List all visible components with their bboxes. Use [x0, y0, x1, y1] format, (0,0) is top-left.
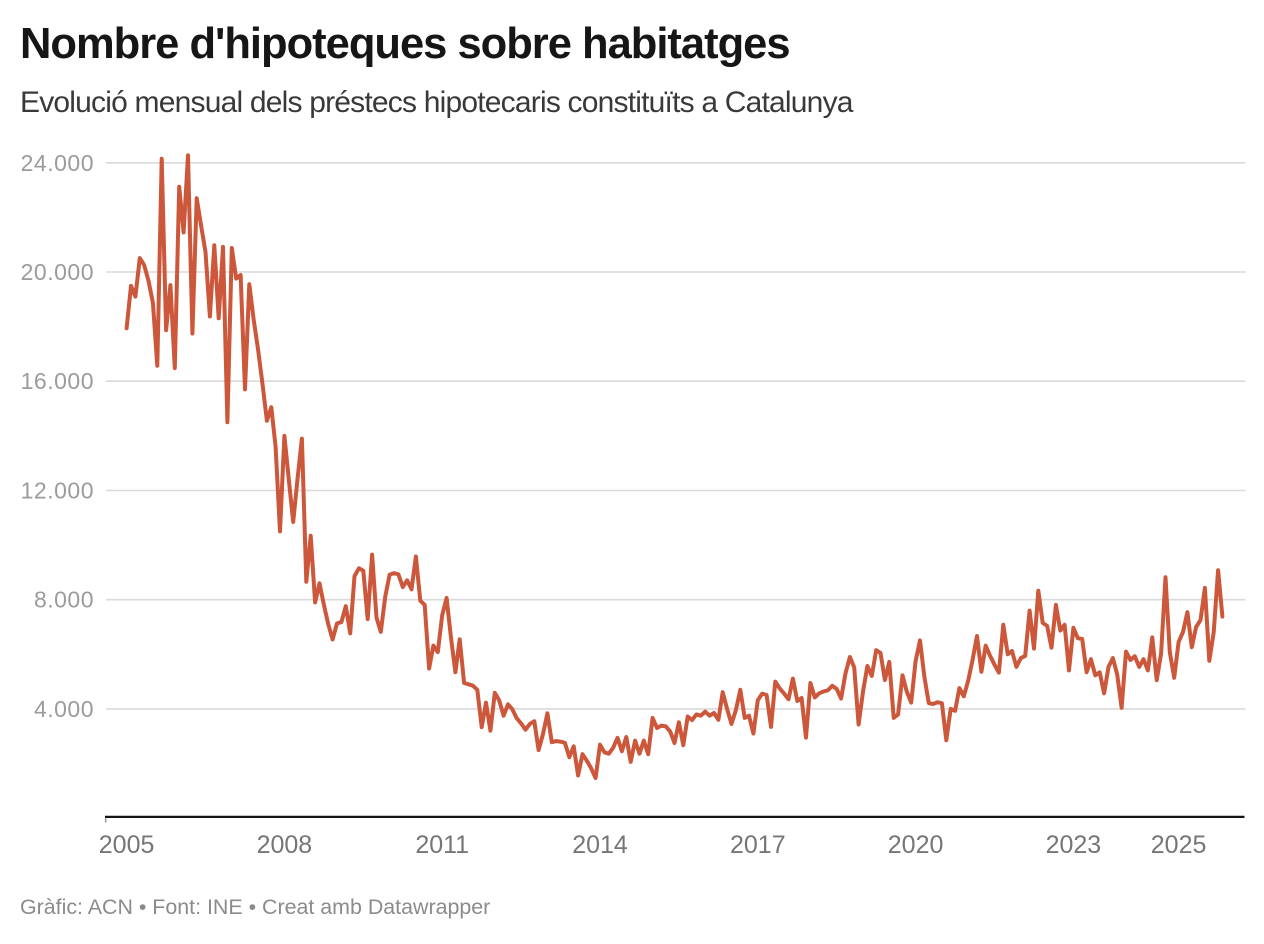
svg-text:2008: 2008 [257, 831, 313, 859]
svg-text:2014: 2014 [572, 831, 628, 859]
svg-text:24.000: 24.000 [21, 150, 94, 176]
svg-text:16.000: 16.000 [21, 368, 94, 394]
svg-text:12.000: 12.000 [21, 478, 94, 504]
svg-text:4.000: 4.000 [34, 696, 94, 722]
svg-text:2020: 2020 [888, 831, 944, 859]
svg-text:2025: 2025 [1151, 831, 1207, 859]
svg-text:20.000: 20.000 [21, 259, 94, 285]
svg-text:2023: 2023 [1046, 831, 1102, 859]
svg-text:2011: 2011 [415, 831, 469, 859]
svg-text:2017: 2017 [730, 831, 786, 859]
svg-text:2005: 2005 [99, 831, 155, 859]
svg-text:8.000: 8.000 [34, 587, 94, 613]
